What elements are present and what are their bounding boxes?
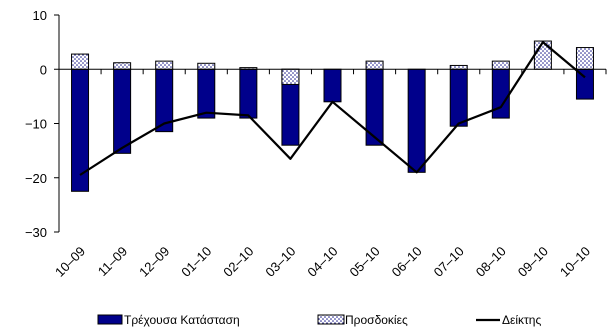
bar-expectations-12 bbox=[575, 47, 594, 70]
legend-label-expectations: Προσδοκίες bbox=[345, 313, 408, 327]
legend-label-index: Δείκτης bbox=[502, 313, 541, 327]
bar-current-10 bbox=[491, 68, 510, 119]
y-tick-label: 0 bbox=[40, 62, 47, 77]
y-tick-label: −20 bbox=[25, 171, 47, 186]
legend-label-current: Τρέχουσα Κατάσταση bbox=[124, 313, 240, 327]
bar-current-0 bbox=[71, 68, 90, 192]
bars bbox=[71, 40, 594, 192]
y-tick-label: −30 bbox=[25, 225, 47, 240]
x-tick-label: 06–10 bbox=[389, 244, 425, 280]
y-tick-label: 10 bbox=[33, 8, 47, 23]
bar-current-6 bbox=[323, 68, 342, 103]
bar-current-3 bbox=[197, 68, 216, 119]
bar-expectations-1 bbox=[113, 62, 132, 70]
bar-expectations-0 bbox=[71, 53, 90, 70]
bar-current-4 bbox=[239, 68, 258, 119]
x-tick-label: 08–10 bbox=[473, 244, 509, 280]
bar-expectations-2 bbox=[155, 60, 174, 70]
bar-current-9 bbox=[449, 68, 468, 127]
x-tick-label: 05–10 bbox=[347, 244, 383, 280]
x-tick-label: 12–09 bbox=[136, 244, 172, 280]
bar-expectations-3 bbox=[197, 62, 216, 70]
x-tick-label: 01–10 bbox=[178, 244, 214, 280]
bar-current-8 bbox=[407, 68, 426, 173]
bar-expectations-9 bbox=[449, 64, 468, 70]
y-tick-label: −10 bbox=[25, 117, 47, 132]
bar-expectations-5 bbox=[281, 68, 300, 85]
x-tick-label: 02–10 bbox=[220, 244, 256, 280]
x-tick-label: 03–10 bbox=[262, 244, 298, 280]
legend-swatch-current bbox=[97, 314, 123, 325]
bar-current-7 bbox=[365, 68, 384, 146]
bar-expectations-11 bbox=[533, 40, 552, 70]
legend: Τρέχουσα Κατάσταση Προσδοκίες Δείκτης bbox=[97, 313, 541, 327]
index-line bbox=[79, 40, 586, 176]
x-tick-label: 10–10 bbox=[557, 244, 593, 280]
x-tick-label: 11–09 bbox=[95, 244, 130, 279]
y-axis: 10 0 −10 −20 −30 bbox=[25, 8, 60, 240]
x-tick-label: 09–10 bbox=[515, 244, 551, 280]
bar-expectations-7 bbox=[365, 60, 384, 70]
x-tick-label: 10–09 bbox=[52, 244, 88, 280]
x-tick-label: 04–10 bbox=[304, 244, 340, 280]
legend-swatch-expectations bbox=[317, 314, 345, 325]
x-tick-label: 07–10 bbox=[431, 244, 467, 280]
bar-current-1 bbox=[113, 68, 132, 154]
x-tick-labels: 10–09 11–09 12–09 01–10 02–10 03–10 04–10 05–10… bbox=[52, 244, 593, 280]
bar-expectations-10 bbox=[491, 60, 510, 70]
